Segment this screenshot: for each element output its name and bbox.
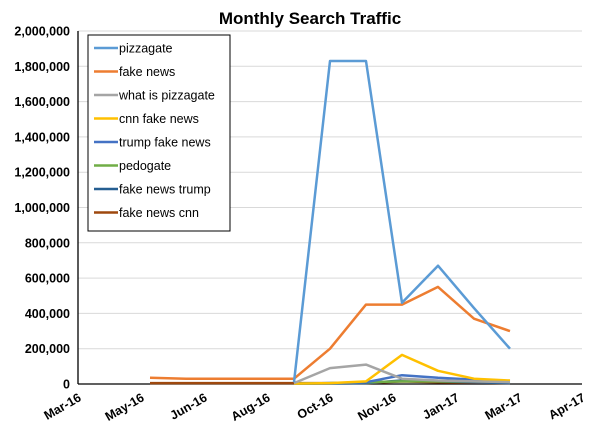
x-axis-ticks: Mar-16 May-16 Jun-16 Aug-16 Oct-16 Nov-16 Jan-…: [42, 390, 588, 423]
legend: pizzagate fake news what is pizzagate cnn f…: [87, 34, 231, 232]
y-tick-label: 1,200,000: [14, 166, 70, 180]
x-tick-label: Mar-17: [483, 390, 525, 422]
legend-label: what is pizzagate: [118, 89, 215, 103]
y-axis-ticks: 0 200,000 400,000 600,000 800,000 1,000,000 1,…: [14, 25, 70, 392]
x-tick-label: Aug-16: [229, 390, 273, 423]
series-line-pizzagate: [292, 59, 511, 383]
legend-box: [87, 34, 231, 232]
legend-label: cnn fake news: [119, 112, 199, 126]
y-tick-label: 2,000,000: [14, 25, 70, 39]
series-line-cnn-fake-news: [293, 353, 511, 385]
x-tick-label: Oct-16: [295, 390, 336, 422]
x-tick-label: Nov-16: [355, 390, 398, 423]
legend-label: fake news cnn: [119, 206, 199, 220]
chart-title: Monthly Search Traffic: [219, 9, 401, 28]
legend-label: fake news: [119, 65, 175, 79]
x-tick-label: Jun-16: [168, 390, 210, 422]
y-tick-label: 400,000: [25, 307, 70, 321]
x-tick-label: Jan-17: [420, 390, 461, 422]
y-tick-label: 1,000,000: [14, 201, 70, 215]
y-tick-label: 800,000: [25, 236, 70, 250]
x-tick-label: Mar-16: [42, 390, 84, 422]
legend-label: pizzagate: [119, 42, 173, 56]
y-tick-label: 1,600,000: [14, 95, 70, 109]
x-tick-label: May-16: [103, 390, 147, 423]
series-line-what-is-pizzagate: [293, 363, 511, 385]
y-tick-label: 200,000: [25, 342, 70, 356]
series-line-fake-news: [149, 285, 511, 380]
x-tick-label: Apr-17: [546, 390, 587, 422]
y-tick-label: 600,000: [25, 272, 70, 286]
legend-label: fake news trump: [119, 183, 211, 197]
y-tick-label: 0: [63, 378, 70, 392]
series-lines: [149, 59, 511, 385]
legend-label: pedogate: [119, 159, 171, 173]
y-tick-label: 1,800,000: [14, 60, 70, 74]
legend-label: trump fake news: [119, 136, 211, 150]
y-tick-label: 1,400,000: [14, 130, 70, 144]
